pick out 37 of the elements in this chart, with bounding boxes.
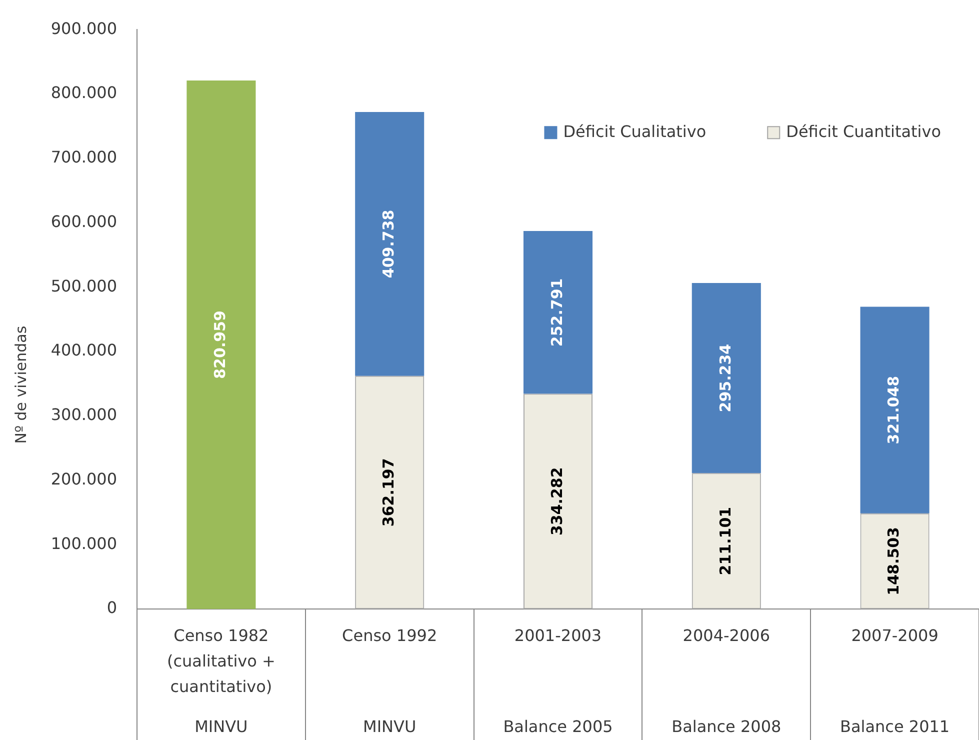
y-tick-label: 500.000 — [50, 276, 117, 296]
bar — [186, 80, 256, 609]
y-tick-label: 200.000 — [50, 469, 117, 488]
text: Balance 2008 — [672, 717, 782, 736]
x-tick-label: 2001-2003 — [514, 626, 602, 645]
text: Balance 2011 — [840, 717, 950, 736]
data-label: 334.282 — [548, 467, 566, 536]
y-tick-label: 800.000 — [50, 83, 117, 102]
data-label: 321.048 — [884, 376, 903, 444]
y-tick-label: 900.000 — [50, 18, 117, 38]
text: MINVU — [363, 717, 416, 736]
data-label: 148.503 — [884, 527, 903, 596]
data-label: 252.791 — [548, 278, 566, 347]
x-tick-label: 2004-2006 — [682, 626, 770, 645]
data-label: 820.959 — [211, 310, 230, 379]
data-label: 362.197 — [379, 458, 398, 527]
x-tick-label: Censo 1982 (cualitativo + cuantitativo) — [166, 626, 276, 696]
bar — [692, 283, 761, 474]
legend-label: Déficit Cualitativo — [563, 122, 706, 141]
bar — [355, 112, 424, 376]
y-tick-label: 300.000 — [50, 405, 117, 424]
y-tick-label: 0 — [106, 598, 117, 618]
text: Balance 2005 — [503, 717, 613, 736]
y-tick-label: 700.000 — [50, 148, 117, 167]
y-tick-label: 600.000 — [50, 212, 117, 231]
legend-label: Déficit Cuantitativo — [786, 122, 941, 141]
data-label: 211.101 — [716, 506, 734, 576]
text: MINVU — [194, 717, 248, 736]
x-tick-label: Censo 1992 — [342, 626, 438, 645]
y-tick-label: 100.000 — [50, 534, 117, 553]
y-tick-label: 400.000 — [50, 340, 117, 360]
data-label: 295.234 — [716, 344, 734, 412]
x-tick-label: 2007-2009 — [851, 626, 938, 645]
data-label: 409.738 — [379, 210, 398, 278]
bar — [523, 231, 593, 394]
bar — [860, 306, 930, 514]
y-axis-title: Nº de viviendas — [12, 326, 30, 444]
